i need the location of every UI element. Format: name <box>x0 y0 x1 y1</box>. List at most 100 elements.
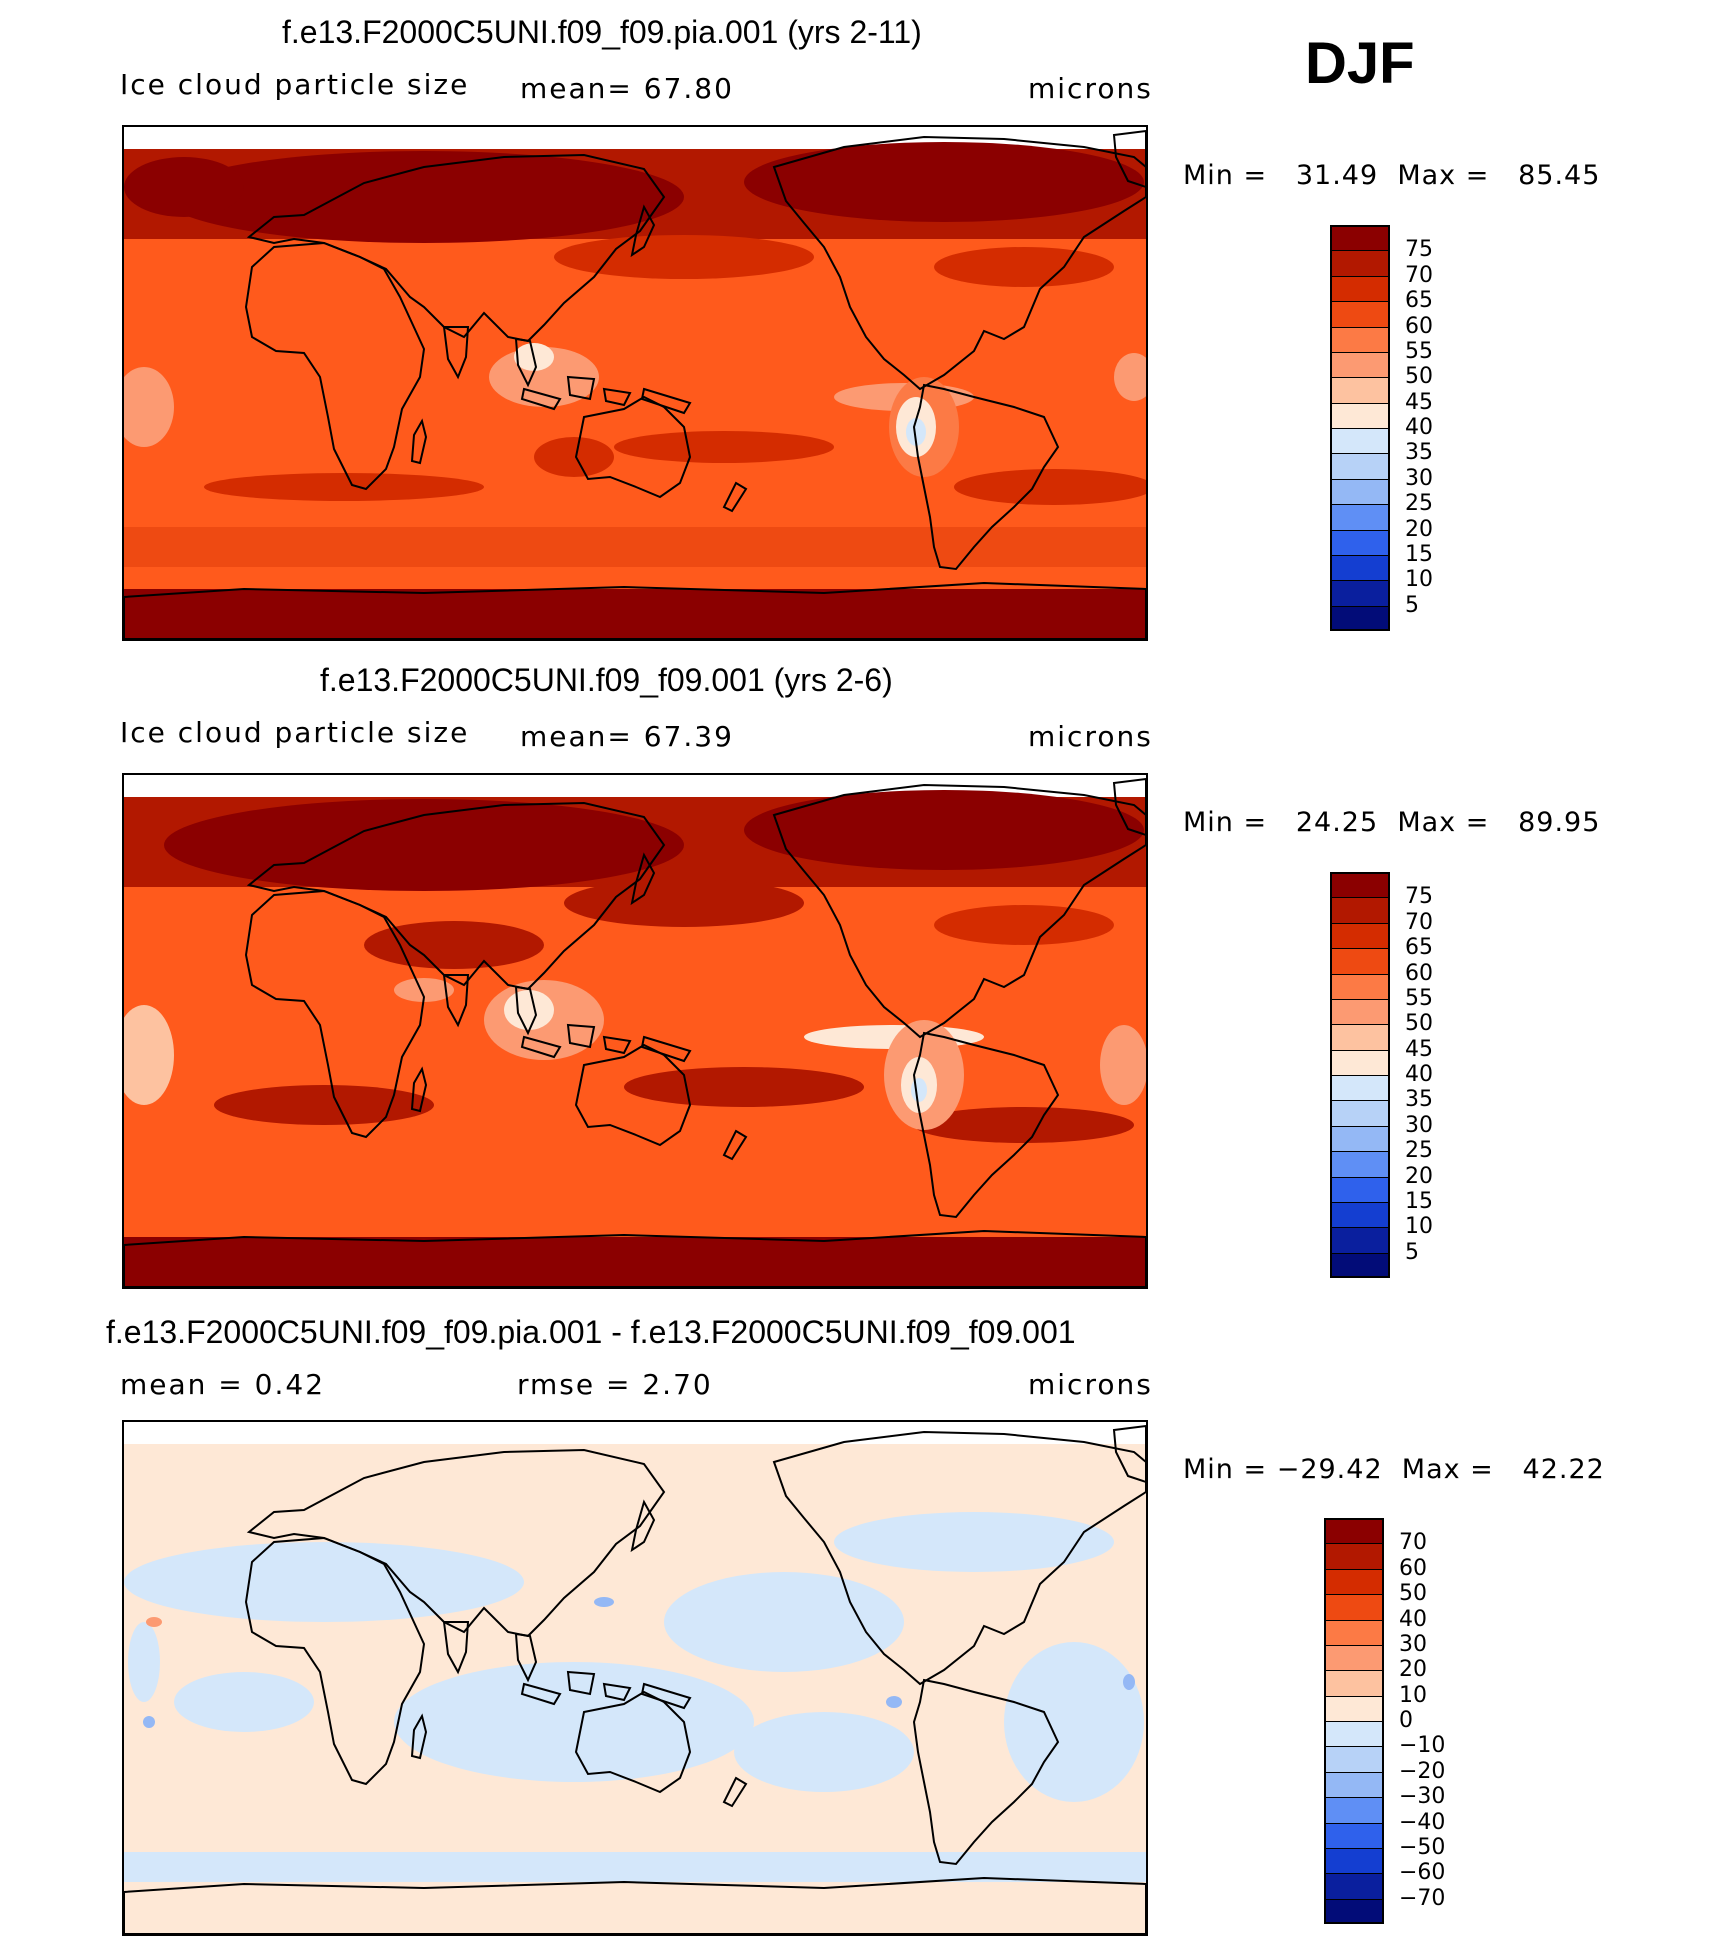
colorbar-tick-label: 0 <box>1399 1708 1413 1733</box>
colorbar-tick-label: 25 <box>1405 1138 1433 1164</box>
colorbar-swatch <box>1330 351 1390 378</box>
colorbar-tick-label: 75 <box>1405 884 1433 910</box>
colorbar-frame <box>1324 1518 1384 1924</box>
colorbar-swatch <box>1330 453 1390 479</box>
colorbar-tick-label: 5 <box>1405 592 1419 618</box>
colorbar-tick-label: 65 <box>1405 288 1433 314</box>
colorbar-tick-label: −60 <box>1399 1860 1446 1886</box>
colorbar-swatch <box>1330 250 1390 276</box>
colorbar-swatch <box>1330 428 1390 454</box>
colorbar-tick-label: 55 <box>1405 985 1433 1011</box>
colorbar-tick-label: 10 <box>1405 1214 1433 1240</box>
colorbar-frame <box>1330 225 1390 631</box>
colorbar-tick-label: 5 <box>1405 1239 1419 1265</box>
colorbar-swatch <box>1330 529 1390 555</box>
colorbar-swatch <box>1330 478 1390 505</box>
colorbar-tick-label: 75 <box>1405 237 1433 263</box>
colorbar-swatch <box>1330 1024 1390 1050</box>
panel-3-colorbar: 70 60 50 40 30 20 10 0 −10 −20 −30 −40 −50 −60 −70 <box>1324 1518 1474 1924</box>
panel-1-variable-label: Ice cloud particle size <box>120 68 470 101</box>
colorbar-tick-label: 70 <box>1405 262 1433 288</box>
colorbar-swatch <box>1324 1695 1384 1721</box>
colorbar-tick-label: −40 <box>1399 1809 1446 1835</box>
colorbar-tick-label: 40 <box>1399 1606 1427 1632</box>
colorbar-swatch <box>1324 1543 1384 1569</box>
colorbar-tick-label: 10 <box>1399 1682 1427 1708</box>
colorbar-swatch <box>1324 1518 1384 1544</box>
colorbar-tick-label: 20 <box>1399 1657 1427 1683</box>
panel-2-colorbar: 75 70 65 60 55 50 45 40 35 30 25 20 15 10 5 <box>1330 872 1470 1278</box>
colorbar-tick-label: 35 <box>1405 440 1433 466</box>
colorbar-tick-label: −10 <box>1399 1733 1446 1759</box>
colorbar-swatch <box>1324 1721 1384 1747</box>
panel-1-map-svg <box>124 127 1146 639</box>
colorbar-swatch <box>1330 897 1390 923</box>
colorbar-tick-label: −20 <box>1399 1758 1446 1784</box>
colorbar-tick-label: 30 <box>1405 465 1433 491</box>
colorbar-tick-label: 20 <box>1405 516 1433 542</box>
colorbar-swatch <box>1330 948 1390 974</box>
colorbar-swatch <box>1330 1201 1390 1228</box>
colorbar-swatch <box>1330 504 1390 530</box>
colorbar-swatch <box>1324 1619 1384 1645</box>
colorbar-tick-label: 45 <box>1405 389 1433 415</box>
colorbar-tick-label: −30 <box>1399 1784 1446 1810</box>
panel-2-mean-label: mean= 67.39 <box>520 720 734 753</box>
colorbar-swatch <box>1324 1898 1384 1924</box>
colorbar-swatch <box>1324 1746 1384 1772</box>
colorbar-swatch <box>1330 1075 1390 1101</box>
colorbar-tick-label: 60 <box>1405 960 1433 986</box>
colorbar-swatch <box>1330 580 1390 606</box>
colorbar-tick-label: 15 <box>1405 1188 1433 1214</box>
colorbar-swatch <box>1330 605 1390 631</box>
colorbar-swatch <box>1324 1847 1384 1874</box>
colorbar-swatch <box>1330 1049 1390 1075</box>
colorbar-tick-label: 70 <box>1405 909 1433 935</box>
panel-3-min-max: Min = −29.42 Max = 42.22 <box>1183 1454 1605 1485</box>
colorbar-tick-label: 30 <box>1399 1631 1427 1657</box>
colorbar-swatch <box>1330 1151 1390 1177</box>
colorbar-swatch <box>1330 1252 1390 1278</box>
panel-1-mean-label: mean= 67.80 <box>520 72 734 105</box>
colorbar-tick-label: 45 <box>1405 1036 1433 1062</box>
colorbar-tick-label: 25 <box>1405 491 1433 517</box>
panel-2-map <box>122 773 1148 1289</box>
colorbar-swatch <box>1324 1822 1384 1848</box>
colorbar-swatch <box>1330 973 1390 999</box>
colorbar-swatch <box>1330 275 1390 302</box>
panel-2-title: f.e13.F2000C5UNI.f09_f09.001 (yrs 2-6) <box>320 662 893 698</box>
panel-3-map-svg <box>124 1422 1146 1934</box>
colorbar-tick-label: 50 <box>1399 1581 1427 1607</box>
colorbar-swatch <box>1330 377 1390 403</box>
colorbar-swatch <box>1330 1125 1390 1152</box>
colorbar-swatch <box>1324 1594 1384 1620</box>
panel-1-title: f.e13.F2000C5UNI.f09_f09.pia.001 (yrs 2-… <box>282 14 922 50</box>
colorbar-swatch <box>1324 1771 1384 1798</box>
colorbar-frame <box>1330 872 1390 1278</box>
colorbar-tick-label: 35 <box>1405 1087 1433 1113</box>
colorbar-swatch <box>1324 1568 1384 1595</box>
colorbar-tick-label: 55 <box>1405 338 1433 364</box>
season-label: DJF <box>1305 31 1415 96</box>
panel-3-mean-label: mean = 0.42 <box>120 1368 326 1401</box>
panel-3-title: f.e13.F2000C5UNI.f09_f09.pia.001 - f.e13… <box>106 1314 1076 1350</box>
panel-3-map <box>122 1420 1148 1936</box>
colorbar-swatch <box>1330 301 1390 327</box>
colorbar-swatch <box>1324 1873 1384 1899</box>
colorbar-tick-label: 65 <box>1405 935 1433 961</box>
colorbar-swatch <box>1324 1644 1384 1671</box>
colorbar-tick-label: 40 <box>1405 415 1433 440</box>
colorbar-tick-label: 30 <box>1405 1112 1433 1138</box>
colorbar-swatch <box>1330 1176 1390 1202</box>
colorbar-swatch <box>1330 554 1390 581</box>
colorbar-tick-label: −50 <box>1399 1834 1446 1860</box>
colorbar-swatch <box>1330 998 1390 1025</box>
colorbar-tick-label: 50 <box>1405 1011 1433 1037</box>
colorbar-swatch <box>1330 326 1390 352</box>
panel-1-map <box>122 125 1148 641</box>
panel-3-rmse-label: rmse = 2.70 <box>517 1368 713 1401</box>
colorbar-swatch <box>1324 1797 1384 1823</box>
colorbar-swatch <box>1330 1227 1390 1253</box>
colorbar-swatch <box>1330 922 1390 949</box>
colorbar-tick-label: −70 <box>1399 1885 1446 1911</box>
